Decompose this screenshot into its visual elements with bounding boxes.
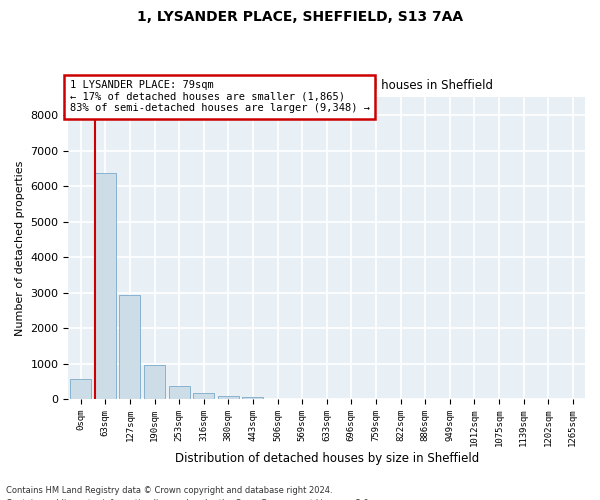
Text: Contains HM Land Registry data © Crown copyright and database right 2024.: Contains HM Land Registry data © Crown c…: [6, 486, 332, 495]
Y-axis label: Number of detached properties: Number of detached properties: [15, 160, 25, 336]
Text: 1 LYSANDER PLACE: 79sqm
← 17% of detached houses are smaller (1,865)
83% of semi: 1 LYSANDER PLACE: 79sqm ← 17% of detache…: [70, 80, 370, 114]
Bar: [169, 386, 190, 399]
Bar: [242, 396, 263, 399]
Bar: [95, 172, 116, 399]
Bar: [70, 378, 91, 399]
Title: Size of property relative to detached houses in Sheffield: Size of property relative to detached ho…: [160, 79, 493, 92]
Text: 1, LYSANDER PLACE, SHEFFIELD, S13 7AA: 1, LYSANDER PLACE, SHEFFIELD, S13 7AA: [137, 10, 463, 24]
X-axis label: Distribution of detached houses by size in Sheffield: Distribution of detached houses by size …: [175, 452, 479, 465]
Text: Contains public sector information licensed under the Open Government Licence v3: Contains public sector information licen…: [6, 498, 371, 500]
Bar: [193, 394, 214, 399]
Bar: [119, 296, 140, 399]
Bar: [144, 365, 165, 399]
Bar: [218, 396, 239, 399]
